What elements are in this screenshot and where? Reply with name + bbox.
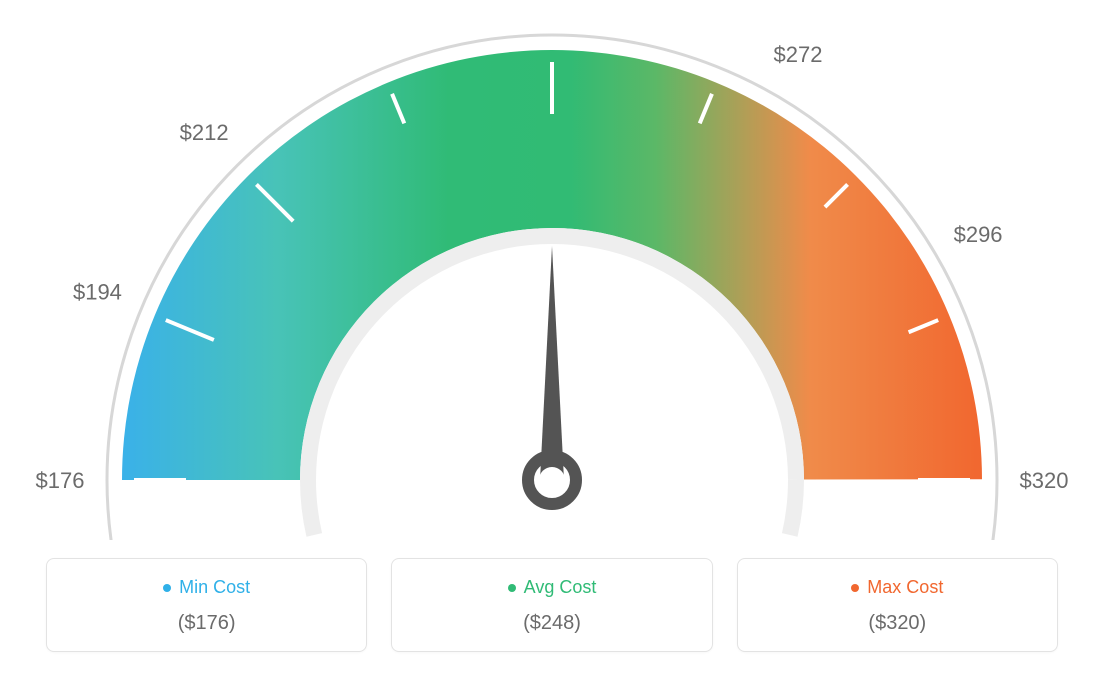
legend-dot-min bbox=[163, 584, 171, 592]
tick-label: $194 bbox=[73, 280, 122, 305]
legend-title-min: Min Cost bbox=[163, 577, 250, 598]
legend-card-max: Max Cost ($320) bbox=[737, 558, 1058, 652]
gauge-chart: $176 $194 $212 $248 $272 $296 $320 bbox=[0, 0, 1104, 540]
tick-label: $296 bbox=[954, 222, 1003, 247]
gauge-svg: $176 $194 $212 $248 $272 $296 $320 bbox=[0, 0, 1104, 540]
legend-value-min: ($176) bbox=[57, 612, 356, 635]
tick-label: $248 bbox=[528, 0, 577, 1]
tick-label: $212 bbox=[180, 120, 229, 145]
legend-dot-avg bbox=[508, 584, 516, 592]
legend-row: Min Cost ($176) Avg Cost ($248) Max Cost… bbox=[0, 558, 1104, 652]
legend-label-max: Max Cost bbox=[867, 577, 943, 598]
needle bbox=[540, 246, 564, 480]
legend-card-min: Min Cost ($176) bbox=[46, 558, 367, 652]
legend-value-max: ($320) bbox=[748, 612, 1047, 635]
legend-title-avg: Avg Cost bbox=[508, 577, 597, 598]
legend-dot-max bbox=[851, 584, 859, 592]
legend-card-avg: Avg Cost ($248) bbox=[391, 558, 712, 652]
legend-title-max: Max Cost bbox=[851, 577, 943, 598]
tick-label: $272 bbox=[774, 42, 823, 67]
legend-value-avg: ($248) bbox=[402, 612, 701, 635]
tick-label: $320 bbox=[1020, 468, 1069, 493]
legend-label-avg: Avg Cost bbox=[524, 577, 597, 598]
needle-hub-inner bbox=[539, 467, 565, 493]
legend-label-min: Min Cost bbox=[179, 577, 250, 598]
tick-label: $176 bbox=[36, 468, 85, 493]
